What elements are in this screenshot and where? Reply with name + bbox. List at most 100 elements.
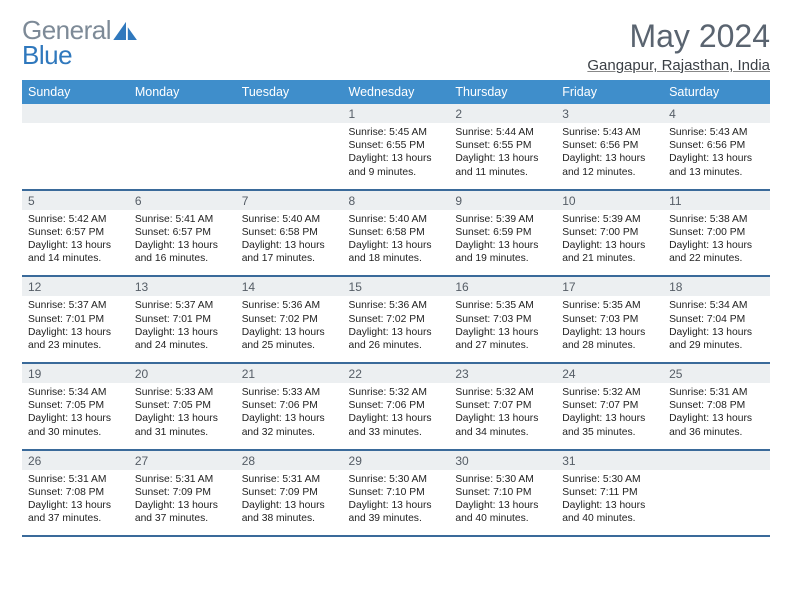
day-details: Sunrise: 5:43 AMSunset: 6:56 PMDaylight:… — [556, 123, 663, 189]
day-header: Thursday — [449, 80, 556, 104]
day-details: Sunrise: 5:37 AMSunset: 7:01 PMDaylight:… — [129, 296, 236, 362]
day-number: 14 — [236, 277, 343, 296]
day-details: Sunrise: 5:30 AMSunset: 7:10 PMDaylight:… — [343, 470, 450, 536]
brand-logo: GeneralBlue — [22, 18, 139, 67]
calendar-cell: 3Sunrise: 5:43 AMSunset: 6:56 PMDaylight… — [556, 104, 663, 190]
day-number: 21 — [236, 364, 343, 383]
day-header: Tuesday — [236, 80, 343, 104]
day-details: Sunrise: 5:33 AMSunset: 7:05 PMDaylight:… — [129, 383, 236, 449]
day-details: Sunrise: 5:30 AMSunset: 7:10 PMDaylight:… — [449, 470, 556, 536]
day-number: 2 — [449, 104, 556, 123]
day-number: 29 — [343, 451, 450, 470]
day-number: 16 — [449, 277, 556, 296]
day-number: 30 — [449, 451, 556, 470]
calendar-cell — [236, 104, 343, 190]
day-number — [129, 104, 236, 123]
day-number: 20 — [129, 364, 236, 383]
calendar-cell: 24Sunrise: 5:32 AMSunset: 7:07 PMDayligh… — [556, 363, 663, 450]
calendar-cell: 13Sunrise: 5:37 AMSunset: 7:01 PMDayligh… — [129, 276, 236, 363]
day-details: Sunrise: 5:36 AMSunset: 7:02 PMDaylight:… — [236, 296, 343, 362]
calendar-cell: 26Sunrise: 5:31 AMSunset: 7:08 PMDayligh… — [22, 450, 129, 537]
day-details: Sunrise: 5:31 AMSunset: 7:09 PMDaylight:… — [129, 470, 236, 536]
day-header: Friday — [556, 80, 663, 104]
day-header: Wednesday — [343, 80, 450, 104]
day-number: 18 — [663, 277, 770, 296]
brand-sail-icon — [113, 20, 139, 43]
day-details: Sunrise: 5:33 AMSunset: 7:06 PMDaylight:… — [236, 383, 343, 449]
day-details: Sunrise: 5:41 AMSunset: 6:57 PMDaylight:… — [129, 210, 236, 276]
calendar-table: SundayMondayTuesdayWednesdayThursdayFrid… — [22, 80, 770, 537]
calendar-cell: 1Sunrise: 5:45 AMSunset: 6:55 PMDaylight… — [343, 104, 450, 190]
calendar-cell: 31Sunrise: 5:30 AMSunset: 7:11 PMDayligh… — [556, 450, 663, 537]
day-number: 9 — [449, 191, 556, 210]
calendar-row: 26Sunrise: 5:31 AMSunset: 7:08 PMDayligh… — [22, 450, 770, 537]
calendar-cell: 9Sunrise: 5:39 AMSunset: 6:59 PMDaylight… — [449, 190, 556, 277]
calendar-cell: 28Sunrise: 5:31 AMSunset: 7:09 PMDayligh… — [236, 450, 343, 537]
day-number: 15 — [343, 277, 450, 296]
calendar-cell: 7Sunrise: 5:40 AMSunset: 6:58 PMDaylight… — [236, 190, 343, 277]
calendar-cell — [663, 450, 770, 537]
calendar-row: 5Sunrise: 5:42 AMSunset: 6:57 PMDaylight… — [22, 190, 770, 277]
day-number: 25 — [663, 364, 770, 383]
day-number: 5 — [22, 191, 129, 210]
day-number — [22, 104, 129, 123]
day-number: 4 — [663, 104, 770, 123]
day-number: 19 — [22, 364, 129, 383]
day-number: 23 — [449, 364, 556, 383]
day-number: 7 — [236, 191, 343, 210]
day-details: Sunrise: 5:40 AMSunset: 6:58 PMDaylight:… — [343, 210, 450, 276]
day-details — [663, 470, 770, 528]
day-details: Sunrise: 5:44 AMSunset: 6:55 PMDaylight:… — [449, 123, 556, 189]
day-number — [663, 451, 770, 470]
day-details: Sunrise: 5:31 AMSunset: 7:08 PMDaylight:… — [22, 470, 129, 536]
day-number: 12 — [22, 277, 129, 296]
calendar-cell: 22Sunrise: 5:32 AMSunset: 7:06 PMDayligh… — [343, 363, 450, 450]
calendar-cell — [129, 104, 236, 190]
calendar-cell: 2Sunrise: 5:44 AMSunset: 6:55 PMDaylight… — [449, 104, 556, 190]
day-details: Sunrise: 5:31 AMSunset: 7:08 PMDaylight:… — [663, 383, 770, 449]
location-text: Gangapur, Rajasthan, India — [587, 57, 770, 74]
day-details: Sunrise: 5:40 AMSunset: 6:58 PMDaylight:… — [236, 210, 343, 276]
calendar-cell: 15Sunrise: 5:36 AMSunset: 7:02 PMDayligh… — [343, 276, 450, 363]
day-details: Sunrise: 5:30 AMSunset: 7:11 PMDaylight:… — [556, 470, 663, 536]
day-number: 28 — [236, 451, 343, 470]
brand-text-2: Blue — [22, 43, 139, 68]
day-details: Sunrise: 5:35 AMSunset: 7:03 PMDaylight:… — [449, 296, 556, 362]
calendar-cell: 11Sunrise: 5:38 AMSunset: 7:00 PMDayligh… — [663, 190, 770, 277]
calendar-cell: 19Sunrise: 5:34 AMSunset: 7:05 PMDayligh… — [22, 363, 129, 450]
day-number: 3 — [556, 104, 663, 123]
day-number: 26 — [22, 451, 129, 470]
day-details — [22, 123, 129, 181]
day-number: 1 — [343, 104, 450, 123]
day-number: 10 — [556, 191, 663, 210]
header: GeneralBlue May 2024 Gangapur, Rajasthan… — [22, 18, 770, 74]
calendar-row: 1Sunrise: 5:45 AMSunset: 6:55 PMDaylight… — [22, 104, 770, 190]
day-details — [129, 123, 236, 181]
day-number: 8 — [343, 191, 450, 210]
day-header: Saturday — [663, 80, 770, 104]
day-details: Sunrise: 5:32 AMSunset: 7:06 PMDaylight:… — [343, 383, 450, 449]
calendar-cell: 30Sunrise: 5:30 AMSunset: 7:10 PMDayligh… — [449, 450, 556, 537]
day-details: Sunrise: 5:42 AMSunset: 6:57 PMDaylight:… — [22, 210, 129, 276]
day-header: Sunday — [22, 80, 129, 104]
day-number: 13 — [129, 277, 236, 296]
calendar-cell: 25Sunrise: 5:31 AMSunset: 7:08 PMDayligh… — [663, 363, 770, 450]
day-details: Sunrise: 5:32 AMSunset: 7:07 PMDaylight:… — [449, 383, 556, 449]
day-details — [236, 123, 343, 181]
month-title: May 2024 — [587, 18, 770, 55]
day-number — [236, 104, 343, 123]
calendar-cell: 27Sunrise: 5:31 AMSunset: 7:09 PMDayligh… — [129, 450, 236, 537]
day-details: Sunrise: 5:39 AMSunset: 7:00 PMDaylight:… — [556, 210, 663, 276]
day-number: 6 — [129, 191, 236, 210]
day-header-row: SundayMondayTuesdayWednesdayThursdayFrid… — [22, 80, 770, 104]
brand-text-1: General — [22, 18, 111, 43]
calendar-cell — [22, 104, 129, 190]
calendar-cell: 14Sunrise: 5:36 AMSunset: 7:02 PMDayligh… — [236, 276, 343, 363]
day-number: 17 — [556, 277, 663, 296]
calendar-cell: 20Sunrise: 5:33 AMSunset: 7:05 PMDayligh… — [129, 363, 236, 450]
day-number: 24 — [556, 364, 663, 383]
day-header: Monday — [129, 80, 236, 104]
calendar-cell: 21Sunrise: 5:33 AMSunset: 7:06 PMDayligh… — [236, 363, 343, 450]
title-block: May 2024 Gangapur, Rajasthan, India — [587, 18, 770, 74]
calendar-cell: 16Sunrise: 5:35 AMSunset: 7:03 PMDayligh… — [449, 276, 556, 363]
